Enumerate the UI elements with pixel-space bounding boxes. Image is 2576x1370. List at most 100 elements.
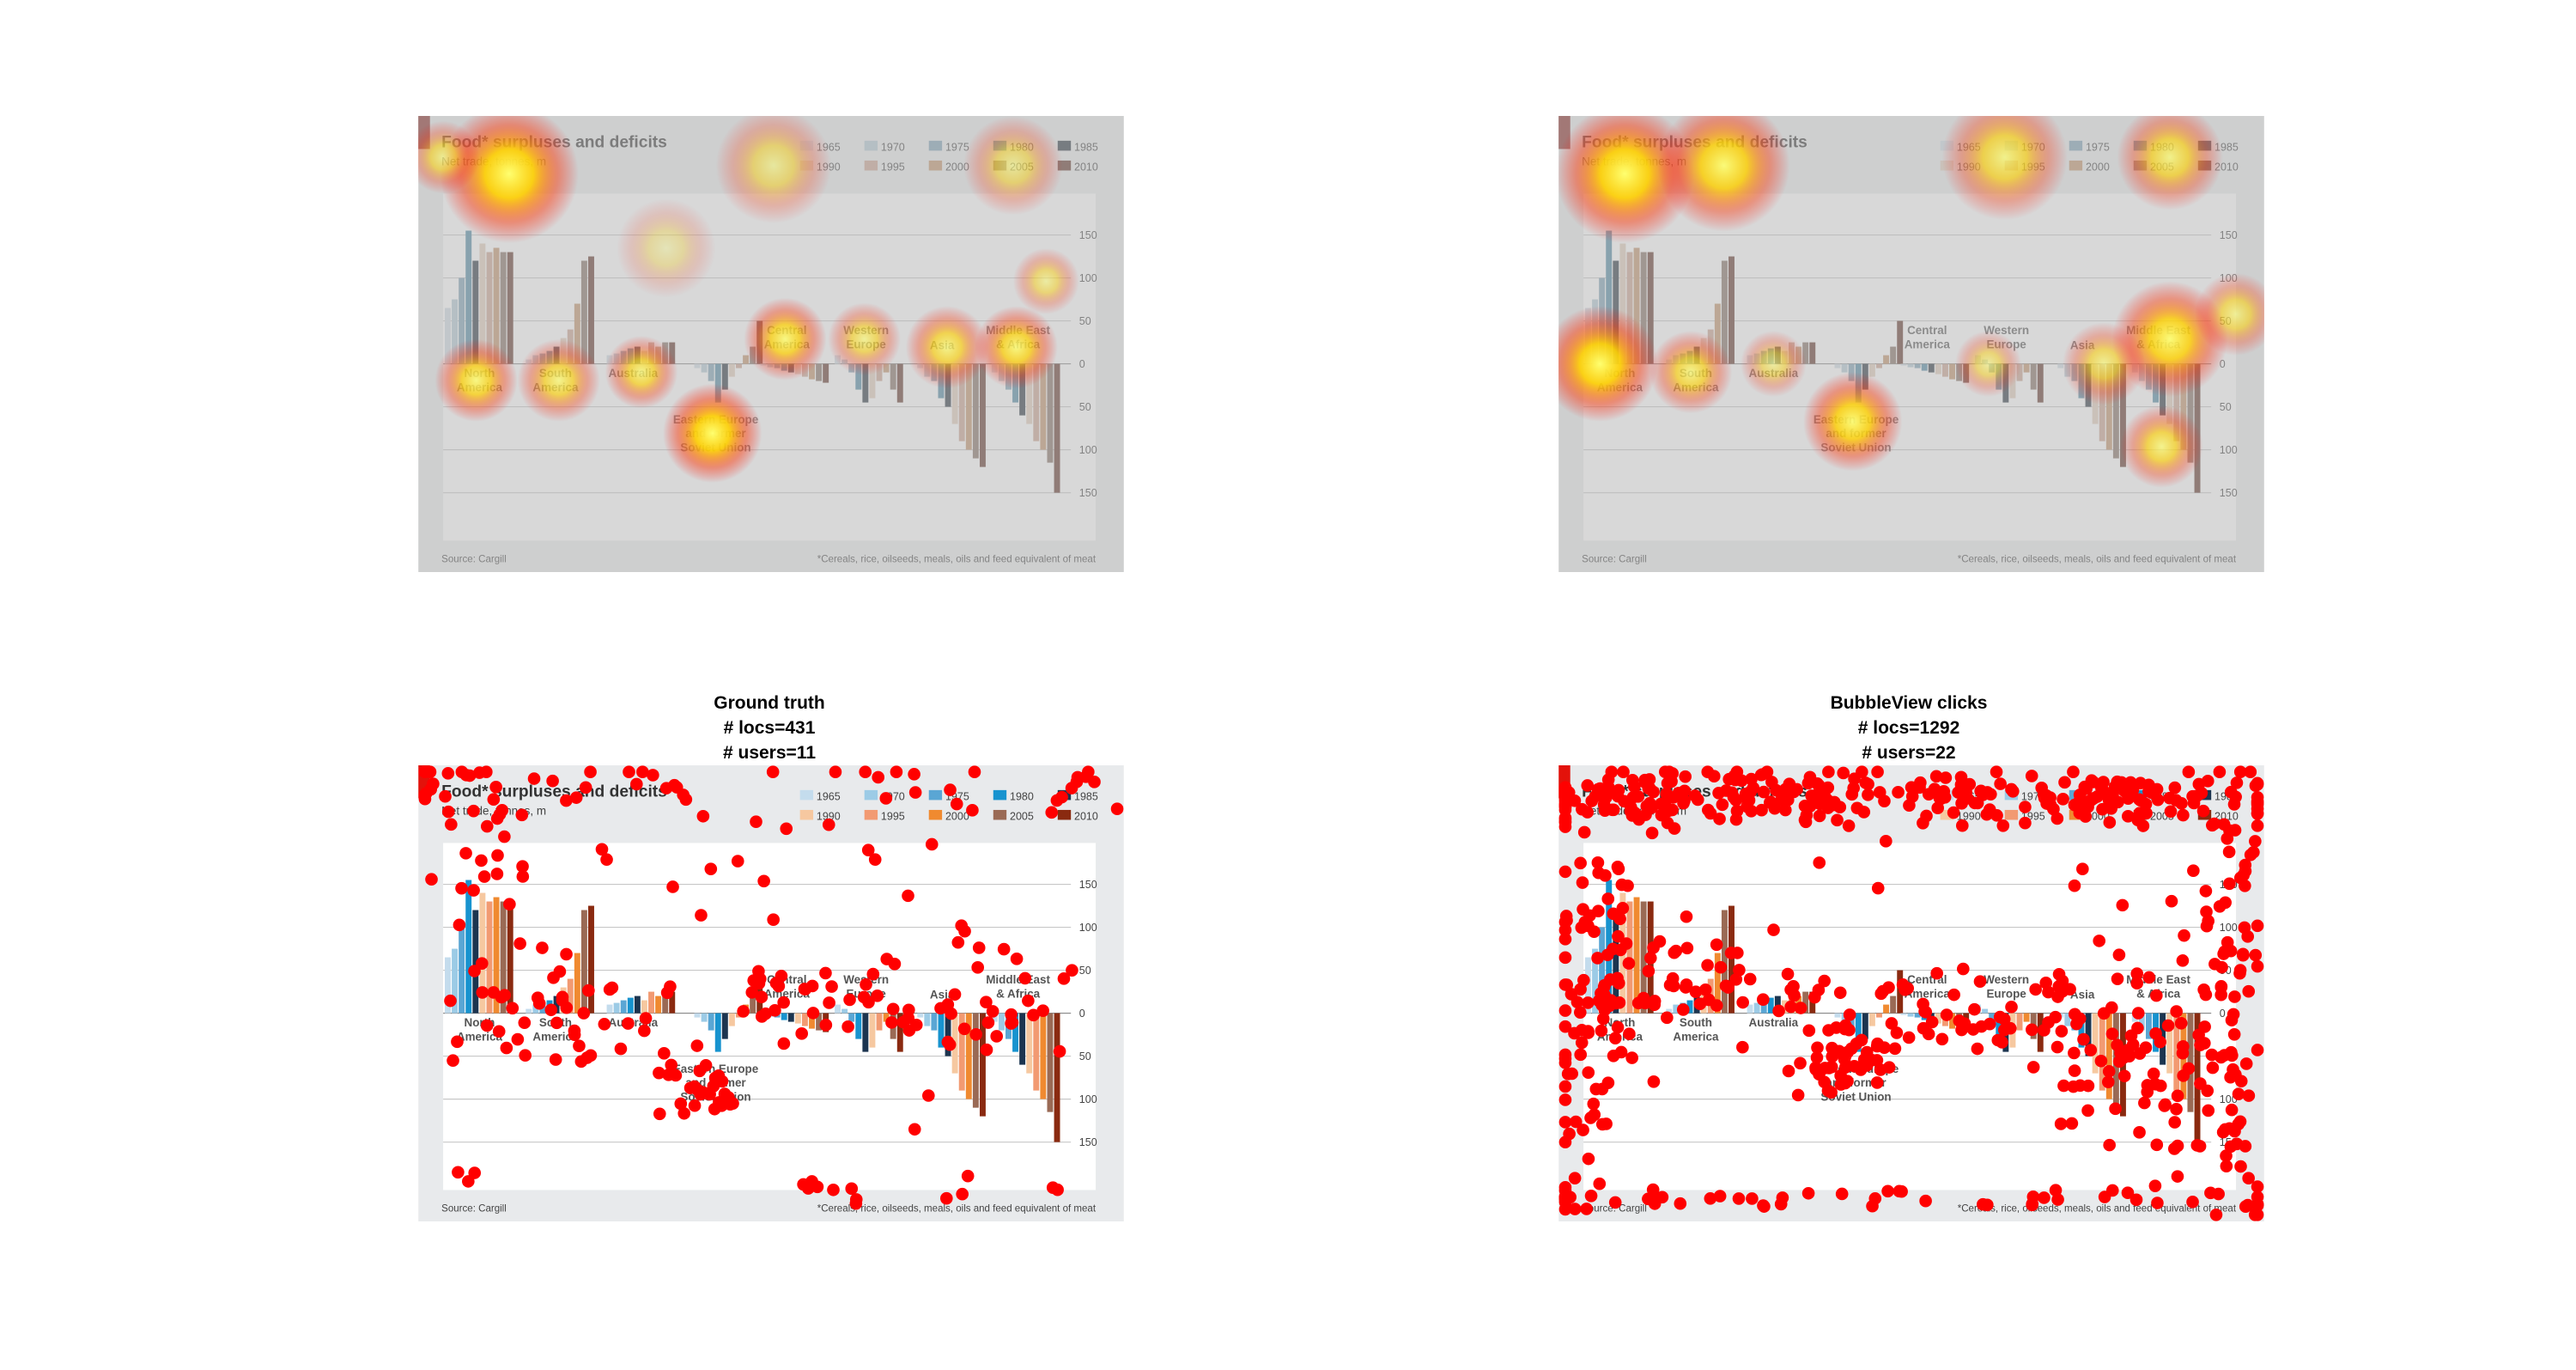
heat-blob (1954, 331, 2021, 398)
click-dot (515, 808, 529, 822)
bar (1033, 1013, 1040, 1091)
bar (574, 953, 580, 1014)
click-dot (568, 1028, 581, 1042)
click-dot (1079, 770, 1092, 783)
click-dot (1741, 795, 1754, 807)
click-dot (972, 941, 986, 954)
click-dot (519, 1049, 532, 1063)
panel-locs: # locs=431 (724, 718, 816, 738)
click-dot (1888, 1042, 1902, 1056)
click-dot (1617, 765, 1630, 779)
click-dot (2200, 919, 2214, 933)
bar (1900, 1013, 1907, 1015)
click-dot (1843, 1008, 1856, 1021)
click-dot (2251, 807, 2264, 820)
click-dot (1568, 1172, 1582, 1184)
click-dot (1838, 1076, 1852, 1090)
click-dot (2215, 960, 2228, 974)
bar (1767, 997, 1774, 1014)
bar (507, 901, 513, 1014)
click-dot (2068, 1064, 2081, 1077)
click-dot (2096, 802, 2109, 816)
click-dot (1947, 988, 1960, 1002)
bar (1996, 1013, 2002, 1039)
click-dot (2213, 765, 2227, 779)
click-dot (1568, 1203, 1582, 1215)
click-dot (2206, 819, 2219, 832)
click-dot (1722, 981, 1735, 994)
click-dot (2057, 793, 2069, 806)
click-dot (1558, 1080, 1572, 1093)
panel-locs: # locs=1292 (1858, 718, 1960, 738)
click-dot (1835, 1187, 1849, 1201)
bar (641, 1000, 647, 1014)
click-dot (2131, 1007, 2145, 1020)
click-dot (1937, 785, 1951, 798)
click-dot (2199, 988, 2213, 1002)
click-dot (1791, 1088, 1805, 1102)
bar (1774, 996, 1781, 1014)
click-dot (2165, 894, 2178, 908)
click-dot (1813, 809, 1826, 823)
bar (2099, 1013, 2105, 1091)
click-dot (455, 881, 468, 895)
click-dot (447, 1054, 459, 1068)
click-dot (647, 769, 659, 782)
legend-label: 1965 (817, 790, 841, 802)
click-dot (1595, 1117, 1609, 1131)
click-dot (2215, 1050, 2227, 1064)
click-dot (2227, 1008, 2240, 1021)
bar (634, 996, 641, 1014)
bar (2173, 1013, 2180, 1091)
click-dot (1892, 786, 1905, 799)
click-dot (1767, 923, 1780, 936)
click-dot (553, 965, 567, 978)
click-dot (2065, 1117, 2079, 1130)
y-tick-label: 0 (2220, 1008, 2226, 1020)
bar (526, 1008, 532, 1014)
click-dot (1053, 1044, 1066, 1058)
click-dot (503, 898, 516, 911)
click-dot (595, 843, 609, 856)
bar (613, 1002, 620, 1014)
click-dot (1581, 996, 1595, 1009)
click-dot (1577, 825, 1591, 839)
click-dot (1616, 902, 1630, 915)
click-dot (2213, 899, 2227, 913)
click-dot (1841, 1045, 1855, 1059)
click-dot (569, 791, 583, 804)
bar (931, 1013, 938, 1031)
bar (1673, 1004, 1680, 1014)
click-dot (1608, 1196, 1622, 1209)
click-dot (1631, 790, 1645, 803)
click-dot (968, 765, 981, 779)
click-dot (462, 1175, 475, 1188)
click-dot (2168, 1116, 2181, 1129)
click-dot (950, 797, 963, 811)
click-dot (888, 957, 902, 971)
click-dot (1581, 806, 1595, 819)
click-dot (425, 873, 438, 886)
click-dot (1592, 866, 1606, 880)
click-dot (2133, 1047, 2147, 1060)
region-label: America (1905, 987, 1951, 1000)
click-dot (2182, 1062, 2196, 1075)
click-dot (1574, 1048, 1588, 1062)
click-dot (1755, 768, 1769, 782)
click-dot (2038, 791, 2051, 805)
click-dot (1798, 800, 1812, 813)
click-dot (1558, 1190, 1572, 1203)
click-dot (1727, 790, 1741, 804)
bar (1989, 1013, 1996, 1022)
bar (452, 948, 459, 1014)
click-dot (1581, 779, 1595, 792)
click-dot (1065, 782, 1078, 795)
region-label: Asia (2070, 988, 2095, 1001)
click-dot (703, 1087, 716, 1101)
bar (1935, 1013, 1941, 1024)
bar (1876, 1013, 1882, 1018)
click-dot (767, 913, 780, 927)
click-dot (1018, 971, 1032, 985)
click-dot (1601, 785, 1615, 799)
heat-blob (418, 120, 480, 194)
